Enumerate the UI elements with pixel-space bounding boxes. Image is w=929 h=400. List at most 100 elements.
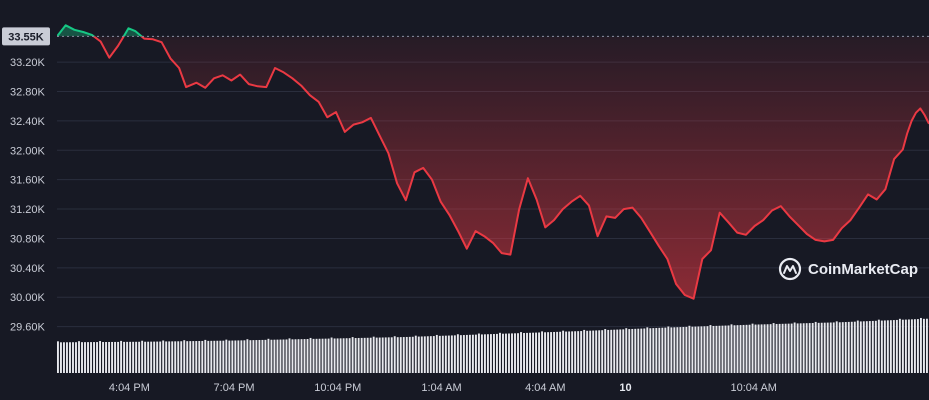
volume-bar [195,341,198,373]
volume-bar [312,338,315,373]
volume-bar [63,342,65,373]
volume-bar [465,334,468,373]
volume-bar [496,333,498,373]
volume-bar [904,319,907,373]
y-tick-label: 33.20K [10,57,46,69]
volume-bar [694,326,697,373]
volume-bar [309,337,312,373]
volume-bar [135,341,138,373]
volume-bar [420,336,423,373]
volume-bar [664,327,667,373]
volume-bar [646,327,649,373]
volume-bar [270,339,273,373]
volume-bar [748,324,751,373]
volume-bar [306,339,309,373]
volume-bar [763,324,766,373]
volume-bars [57,317,928,373]
volume-bar [898,318,901,373]
volume-bar [715,325,718,373]
volume-bar [189,341,192,373]
volume-bar [895,319,898,373]
volume-bar [727,325,730,373]
volume-bar [132,341,135,373]
volume-bar [105,341,108,373]
volume-bar [862,321,865,373]
volume-bar [360,337,363,373]
volume-bar [81,342,83,373]
volume-bar [838,322,841,373]
volume-bar [441,335,444,373]
volume-bar [595,330,598,373]
volume-bar [171,341,174,373]
volume-bar [883,320,886,373]
reference-label: 33.55K [8,31,44,43]
volume-bar [327,338,330,373]
volume-bar [102,342,105,373]
volume-bar [354,338,357,373]
volume-bar [775,323,778,373]
volume-bar [889,320,892,373]
volume-bar [913,319,916,373]
volume-bar [120,340,123,373]
volume-bar [78,341,80,373]
volume-bar [589,330,592,373]
price-area-above [57,25,142,37]
volume-bar [850,321,853,373]
volume-bar [477,333,480,373]
volume-bar [571,331,574,373]
reference-label-badge [2,27,50,46]
volume-bar [444,335,447,373]
volume-bar [670,327,673,373]
volume-bar [294,339,297,373]
volume-bar [279,339,282,373]
volume-bar [526,332,528,373]
volume-bar [372,336,375,373]
volume-bar [426,336,429,373]
volume-bar [781,323,784,373]
volume-bar [285,339,288,373]
volume-bar [147,341,150,373]
x-tick-label: 1:04 AM [421,382,461,394]
volume-bar [901,319,904,373]
volume-bar [697,326,700,373]
volume-bar [162,340,165,373]
price-line-down [57,36,929,300]
volume-bar [405,336,408,373]
volume-bar [796,323,799,373]
volume-bar [297,339,300,373]
volume-bar [375,337,378,373]
x-tick-label: 4:04 AM [525,382,565,394]
volume-bar [703,326,706,373]
volume-bar [700,326,703,373]
volume-bar [90,342,92,373]
volume-bar [255,340,258,373]
volume-bar [366,337,369,373]
volume-bar [240,340,243,373]
volume-bar [832,322,835,373]
volume-bar [586,330,589,373]
volume-bar [922,318,925,373]
volume-bar [628,329,631,373]
volume-bar [396,337,399,373]
coinmarketcap-logo-icon [778,257,802,281]
volume-bar [892,320,895,373]
volume-bar [721,325,724,373]
volume-bar [288,338,291,373]
volume-bar [502,333,504,373]
volume-bar [532,332,534,373]
volume-bar [736,325,739,373]
volume-bar [156,341,159,373]
volume-bar [841,322,844,373]
volume-bar [559,331,562,373]
volume-bar [652,328,655,373]
volume-bar [249,340,252,373]
volume-bar [745,324,748,373]
price-area [57,25,929,299]
volume-bar [856,320,859,373]
volume-bar [336,338,339,373]
volume-bar [126,341,129,373]
x-tick-label: 10 [619,382,631,394]
volume-bar [802,323,805,373]
